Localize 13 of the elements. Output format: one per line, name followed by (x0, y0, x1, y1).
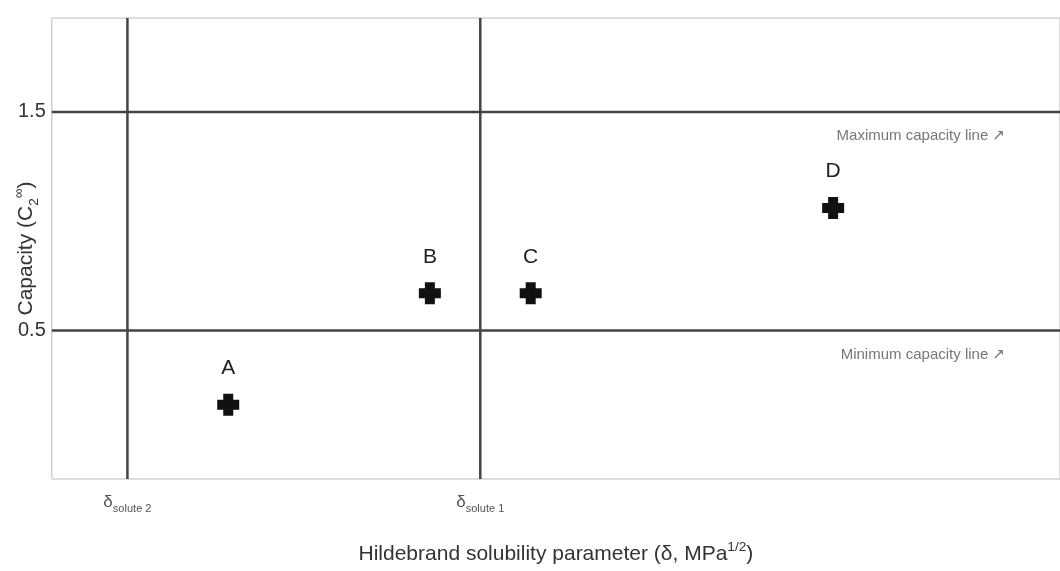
point (822, 197, 845, 220)
data-label: C (523, 243, 539, 267)
data-label: B (422, 243, 437, 267)
point (519, 282, 542, 305)
ref-line-label: Minimum capacity line ↗ (840, 344, 1005, 362)
y-tick-label: 1.5 (17, 99, 46, 122)
y-tick-label: 0.5 (17, 317, 46, 340)
data-label: D (825, 158, 841, 182)
point (217, 393, 240, 416)
ref-line-label: Maximum capacity line ↗ (836, 126, 1005, 144)
point (418, 282, 441, 305)
data-label: A (221, 355, 236, 379)
y-axis-title: Capacity (C2∞) (10, 181, 42, 316)
